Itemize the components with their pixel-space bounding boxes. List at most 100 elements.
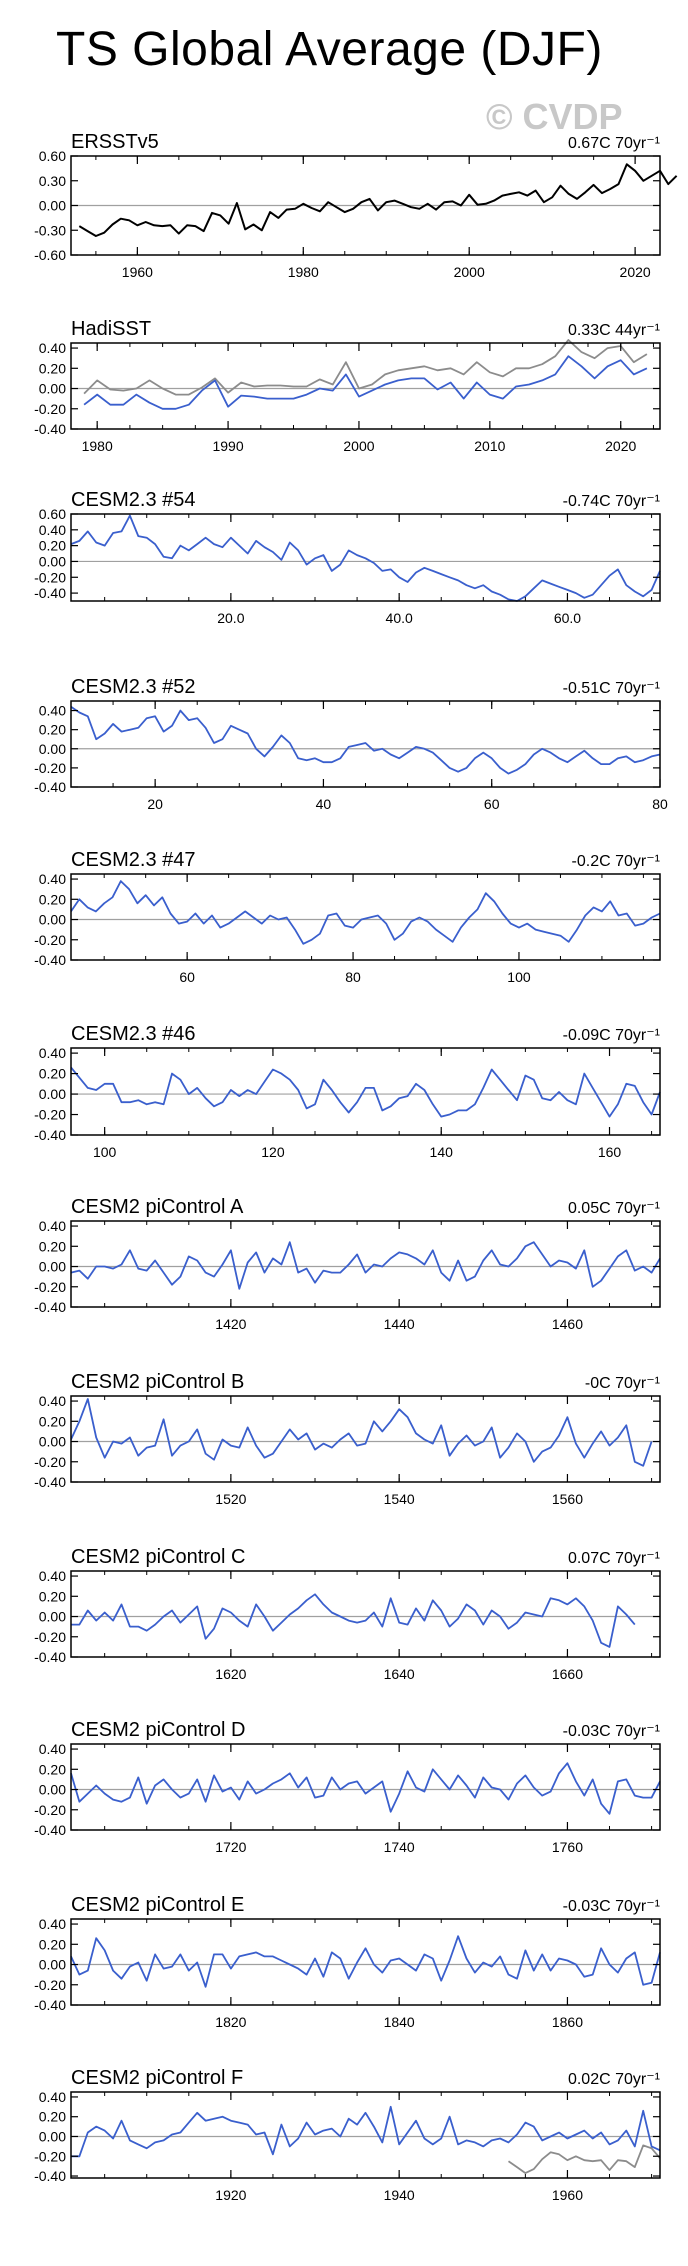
x-tick-label: 1990	[212, 438, 243, 454]
y-tick-label: 0.60	[39, 148, 66, 164]
panel-title: CESM2.3 #46	[71, 1023, 196, 1045]
y-tick-label: -0.40	[34, 421, 66, 437]
x-tick-label: 2000	[343, 438, 374, 454]
x-tick-label: 80	[652, 796, 668, 812]
y-tick-label: -0.40	[34, 1997, 66, 2013]
cvdp-watermark: © CVDP	[486, 96, 623, 137]
y-tick-label: 0.20	[39, 1238, 66, 1254]
plot-frame	[70, 1570, 661, 1658]
y-tick-label: 0.40	[39, 1393, 66, 1409]
series-line-1	[70, 1066, 661, 1118]
page-title: TS Global Average (DJF)	[56, 23, 603, 76]
y-tick-label: -0.20	[34, 1629, 66, 1645]
y-tick-label: 0.40	[39, 2089, 66, 2105]
y-tick-label: -0.30	[34, 222, 66, 238]
y-tick-label: -0.40	[34, 1649, 66, 1665]
y-tick-label: 0.20	[39, 2109, 66, 2125]
x-tick-label: 1960	[552, 2187, 583, 2203]
plot-frame	[70, 513, 661, 602]
x-tick-label: 60	[484, 796, 500, 812]
panel-title: CESM2.3 #52	[71, 676, 196, 698]
plot-frame	[70, 1918, 661, 2006]
y-tick-label: 0.40	[39, 1741, 66, 1757]
chart-panel-3: CESM2.3 #54 -0.74C 70yr⁻¹ 0.600.400.200.00…	[34, 489, 661, 626]
plot-frame	[70, 342, 661, 430]
trend-label: -0C 70yr⁻¹	[585, 1375, 660, 1392]
chart-panel-2: HadiSST 0.33C 44yr⁻¹ 0.40 0.20 0.00 -0.20 -0.4…	[34, 318, 661, 454]
y-tick-label: 0.00	[39, 1609, 66, 1625]
y-tick-label: -0.40	[34, 1474, 66, 1490]
trend-label: -0.03C 70yr⁻¹	[563, 1723, 660, 1740]
panel-title: HadiSST	[71, 318, 151, 340]
y-tick-label: -0.40	[34, 952, 66, 968]
y-tick-label: 0.20	[39, 1761, 66, 1777]
trend-label: -0.74C 70yr⁻¹	[563, 493, 660, 510]
y-tick-label: -0.20	[34, 760, 66, 776]
y-tick-label: 0.40	[39, 1916, 66, 1932]
chart-panel-4: CESM2.3 #52 -0.51C 70yr⁻¹ 0.40 0.20 0.00 -0.2…	[34, 676, 668, 812]
series-line-1	[70, 705, 661, 775]
y-tick-label: 0.40	[39, 1045, 66, 1061]
chart-panel-9: CESM2 piControl C 0.07C 70yr⁻¹ 0.40 0.20 0.0…	[34, 1546, 661, 1682]
series-line-1	[78, 163, 678, 237]
y-tick-label: 0.60	[39, 506, 66, 522]
x-tick-label: 20.0	[217, 610, 244, 626]
x-tick-label: 2010	[474, 438, 505, 454]
x-tick-label: 1540	[384, 1491, 415, 1507]
chart-panel-1: ERSSTv5 0.67C 70yr⁻¹ 0.60 0.30 0.00 -0.30 -0.6…	[34, 131, 678, 280]
y-tick-label: -0.40	[34, 1127, 66, 1143]
panel-title: CESM2 piControl A	[71, 1196, 244, 1218]
x-tick-label: 40	[316, 796, 332, 812]
x-tick-label: 1840	[384, 2014, 415, 2030]
chart-panel-11: CESM2 piControl E -0.03C 70yr⁻¹ 0.40 0.20 0.…	[34, 1894, 661, 2030]
x-tick-label: 1660	[552, 1666, 583, 1682]
trend-label: 0.67C 70yr⁻¹	[568, 135, 660, 152]
x-tick-label: 2020	[620, 264, 651, 280]
x-tick-label: 1420	[215, 1316, 246, 1332]
plot-frame	[70, 1743, 661, 1831]
y-tick-label: -0.40	[34, 585, 66, 601]
x-tick-label: 1740	[384, 1839, 415, 1855]
chart-panel-8: CESM2 piControl B -0C 70yr⁻¹ 0.40 0.20 0.00 -…	[34, 1371, 661, 1507]
x-tick-label: 140	[430, 1144, 454, 1160]
y-tick-label: -0.20	[34, 1107, 66, 1123]
trend-label: -0.09C 70yr⁻¹	[563, 1027, 660, 1044]
y-tick-label: 0.00	[39, 198, 66, 214]
trend-label: -0.51C 70yr⁻¹	[563, 680, 660, 697]
y-tick-label: 0.00	[39, 1259, 66, 1275]
plot-frame	[70, 1047, 661, 1136]
y-tick-label: -0.20	[34, 1454, 66, 1470]
y-tick-label: -0.60	[34, 247, 66, 263]
y-tick-label: 0.00	[39, 553, 66, 569]
x-tick-label: 1940	[384, 2187, 415, 2203]
y-tick-label: 0.00	[39, 1957, 66, 1973]
y-tick-label: 0.00	[39, 2128, 66, 2144]
y-tick-label: -0.20	[34, 1279, 66, 1295]
y-tick-label: -0.40	[34, 779, 66, 795]
y-tick-label: -0.40	[34, 2168, 66, 2184]
y-tick-label: 0.00	[39, 741, 66, 757]
plot-frame	[70, 2091, 661, 2179]
series-line-1	[507, 2144, 661, 2175]
y-tick-label: 0.20	[39, 891, 66, 907]
chart-panel-5: CESM2.3 #47 -0.2C 70yr⁻¹ 0.40 0.20 0.00 -0.20…	[34, 849, 661, 985]
trend-label: 0.07C 70yr⁻¹	[568, 1550, 660, 1567]
y-tick-label: 0.20	[39, 538, 66, 554]
x-tick-label: 1960	[122, 264, 153, 280]
chart-panel-12: CESM2 piControl F 0.02C 70yr⁻¹ 0.40 0.20 0.0…	[34, 2067, 661, 2203]
x-tick-label: 2000	[454, 264, 485, 280]
panel-title: CESM2 piControl C	[71, 1546, 246, 1568]
x-tick-label: 160	[598, 1144, 622, 1160]
x-tick-label: 1640	[384, 1666, 415, 1682]
y-tick-label: 0.30	[39, 173, 66, 189]
series-line-2	[71, 2105, 661, 2158]
series-line-1	[70, 1762, 661, 1815]
x-tick-label: 80	[345, 969, 361, 985]
y-tick-label: -0.40	[34, 1822, 66, 1838]
y-tick-label: 0.00	[39, 912, 66, 928]
x-tick-label: 1820	[215, 2014, 246, 2030]
series-line-1	[70, 1241, 661, 1290]
trend-label: -0.2C 70yr⁻¹	[572, 853, 660, 870]
x-tick-label: 1920	[215, 2187, 246, 2203]
y-tick-label: -0.20	[34, 401, 66, 417]
